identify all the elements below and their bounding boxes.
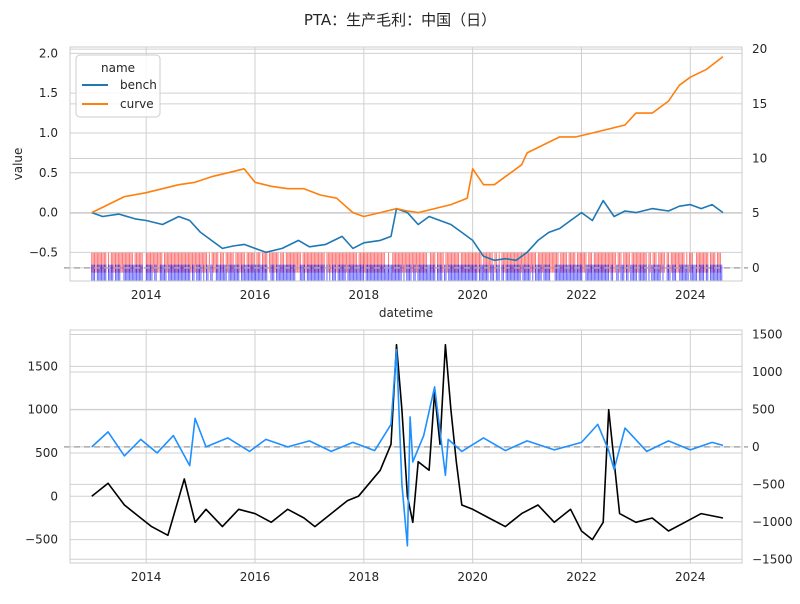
x-tick-label: 2020 xyxy=(457,288,488,302)
y2-tick-label: 5 xyxy=(752,206,760,220)
y2-tick-label: 0 xyxy=(752,261,760,275)
x-axis-label: datetime xyxy=(379,306,433,320)
y2-tick-label: 0 xyxy=(752,440,760,454)
y2-tick-label: 10 xyxy=(752,152,767,166)
y-tick-label: 1.0 xyxy=(39,126,58,140)
bottom-axes: 2014 2016 2018 2020 2022 2024 −500 0 500 1000 1500… xyxy=(25,327,793,584)
x-tick-label: 2014 xyxy=(131,570,162,584)
x-tick-label: 2018 xyxy=(349,570,380,584)
x-tick-label: 2024 xyxy=(675,570,706,584)
series-line-series-0 xyxy=(91,343,724,541)
x-tick-label: 2016 xyxy=(240,288,271,302)
signal-bands xyxy=(91,252,723,281)
y-tick-label: 1000 xyxy=(27,403,58,417)
y2-tick-label: −1000 xyxy=(752,515,793,529)
y-tick-label: 500 xyxy=(35,446,58,460)
y2-tick-label: −500 xyxy=(752,477,785,491)
axes-frame xyxy=(69,46,743,282)
series-line-series-1 xyxy=(91,348,724,547)
y2-tick-label: 1000 xyxy=(752,365,783,379)
legend-title: name xyxy=(101,61,135,75)
legend-label-curve: curve xyxy=(120,97,154,111)
y2-tick-label: 20 xyxy=(752,42,767,56)
y2-tick-label: 500 xyxy=(752,402,775,416)
y2-tick-label: 1500 xyxy=(752,327,783,341)
top-axes: 2014 2016 2018 2020 2022 2024 −0.5 0.0 0.5 1.0 1.5… xyxy=(11,42,767,320)
x-tick-label: 2014 xyxy=(131,288,162,302)
y2-tick-label: −1500 xyxy=(752,552,793,566)
series-line-curve xyxy=(91,55,724,218)
y-tick-label: 1.5 xyxy=(39,86,58,100)
legend: name bench curve xyxy=(75,54,161,118)
y-tick-label: 1500 xyxy=(27,359,58,373)
x-tick-label: 2016 xyxy=(240,570,271,584)
legend-label-bench: bench xyxy=(120,78,157,92)
y-tick-label: 0.0 xyxy=(39,206,58,220)
y-axis-label: value xyxy=(11,148,25,181)
y-tick-label: 2.0 xyxy=(39,46,58,60)
y-tick-label: −500 xyxy=(25,533,58,547)
figure-title: PTA：生产毛利：中国（日） xyxy=(304,11,496,29)
y-tick-label: 0 xyxy=(50,489,58,503)
y-tick-label: 0.5 xyxy=(39,166,58,180)
x-tick-label: 2024 xyxy=(675,288,706,302)
x-tick-label: 2022 xyxy=(566,570,597,584)
legend-box xyxy=(75,54,161,118)
x-tick-label: 2020 xyxy=(457,570,488,584)
series-line-bench xyxy=(91,199,724,262)
x-tick-label: 2018 xyxy=(349,288,380,302)
axes-frame xyxy=(69,329,743,564)
y-tick-label: −0.5 xyxy=(29,245,58,259)
x-tick-label: 2022 xyxy=(566,288,597,302)
y2-tick-label: 15 xyxy=(752,97,767,111)
